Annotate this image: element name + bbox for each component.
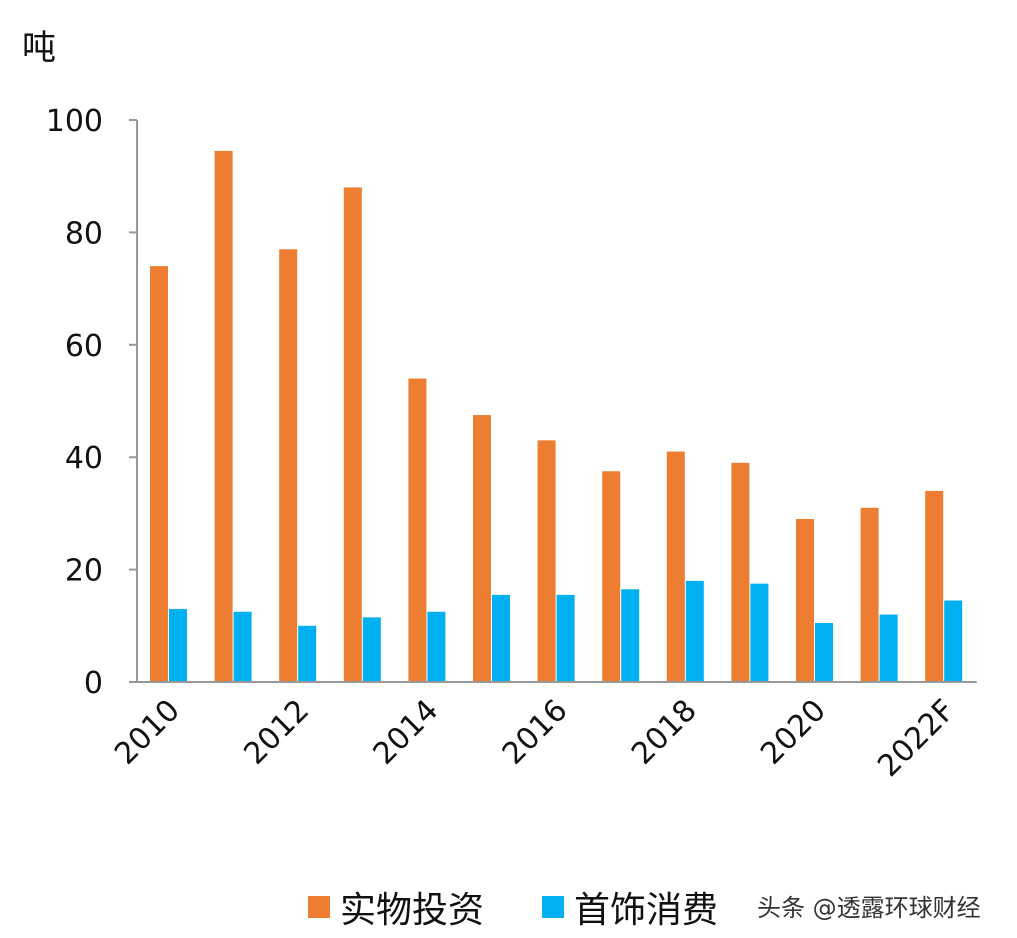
bar-jewelry-consumption-2012 (298, 625, 317, 682)
bar-physical-investment-2019 (731, 462, 750, 682)
legend-item-physical-investment: 实物投资 (308, 881, 484, 933)
bar-physical-investment-2012 (279, 249, 298, 682)
legend-label-physical-investment: 实物投资 (340, 890, 485, 931)
x-tick-label: 2020 (754, 693, 833, 772)
bar-jewelry-consumption-2011 (233, 611, 252, 682)
x-tick-label: 2022F (871, 693, 962, 784)
bar-jewelry-consumption-2016 (556, 594, 575, 682)
legend-swatch-jewelry-consumption (542, 896, 565, 918)
bar-jewelry-consumption-2022F (944, 600, 963, 682)
x-tick-label: 2012 (237, 693, 316, 772)
bar-physical-investment-2020 (796, 519, 814, 682)
bar-physical-investment-2011 (214, 150, 233, 682)
bar-physical-investment-2013 (343, 187, 362, 682)
bar-jewelry-consumption-2013 (362, 617, 381, 682)
bar-physical-investment-2022F (925, 490, 944, 682)
legend: 实物投资 首饰消费 (308, 881, 776, 933)
y-tick-label: 20 (65, 554, 103, 589)
bar-physical-investment-2010 (150, 266, 168, 682)
y-tick-label: 80 (65, 216, 103, 251)
y-tick-label: 0 (84, 666, 103, 701)
x-tick-label: 2018 (625, 693, 704, 772)
bar-physical-investment-2021 (860, 507, 879, 682)
legend-item-jewelry-consumption: 首饰消费 (542, 881, 718, 933)
y-tick-label: 60 (65, 329, 103, 364)
bar-jewelry-consumption-2014 (427, 611, 446, 682)
bar-physical-investment-2018 (666, 451, 685, 682)
bar-jewelry-consumption-2021 (879, 614, 898, 682)
y-tick-label: 100 (46, 104, 103, 139)
bar-chart: 0 20 40 60 80 100 2010 2012 2014 2016 2018 2020 2022… (46, 104, 977, 784)
bar-physical-investment-2014 (408, 378, 427, 682)
bar-physical-investment-2017 (602, 471, 621, 682)
bar-jewelry-consumption-2018 (685, 580, 704, 682)
bar-jewelry-consumption-2020 (815, 622, 833, 682)
legend-swatch-physical-investment (308, 896, 330, 918)
bar-jewelry-consumption-2010 (169, 608, 187, 682)
bar-jewelry-consumption-2017 (621, 589, 640, 682)
bar-jewelry-consumption-2019 (750, 583, 769, 682)
y-tick-label: 40 (65, 441, 103, 476)
bar-physical-investment-2015 (473, 415, 491, 682)
x-tick-label: 2016 (496, 693, 575, 772)
legend-label-jewelry-consumption: 首饰消费 (574, 890, 719, 931)
bar-jewelry-consumption-2015 (492, 594, 510, 682)
y-axis-unit-label: 吨 (22, 28, 56, 68)
x-tick-label: 2010 (108, 693, 187, 772)
x-tick-label: 2014 (367, 693, 446, 772)
bar-physical-investment-2016 (537, 440, 556, 682)
watermark: 头条 @透露环球财经 (757, 894, 981, 922)
